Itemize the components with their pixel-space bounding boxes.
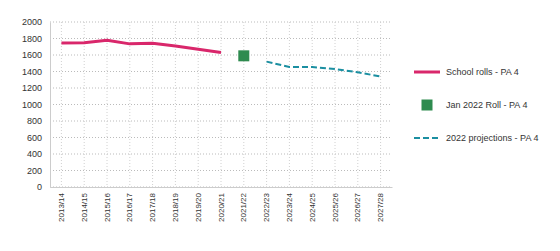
y-tick-label: 600 [27, 133, 42, 143]
grid-line [266, 22, 267, 187]
legend-swatch [414, 137, 440, 139]
y-tick: 200 [27, 166, 50, 176]
x-tick: 2019/20 [194, 187, 203, 222]
grid-line [243, 22, 244, 187]
marks [61, 40, 380, 76]
grid-line [335, 22, 336, 187]
x-tick: 2013/14 [57, 187, 66, 222]
y-tick-label: 800 [27, 116, 42, 126]
y-tick: 1000 [22, 100, 50, 110]
grid-line [50, 137, 392, 138]
y-tick: 1600 [22, 50, 50, 60]
x-tick: 2016/17 [125, 187, 134, 222]
y-tick-label: 400 [27, 149, 42, 159]
legend-item: Jan 2022 Roll - PA 4 [422, 100, 528, 111]
x-tick-label: 2021/22 [239, 192, 248, 221]
y-tick-label: 1800 [22, 34, 42, 44]
y-tick-label: 1400 [22, 67, 42, 77]
grid-line [289, 22, 290, 187]
x-tick-label: 2027/28 [376, 192, 385, 221]
grid-line [50, 71, 392, 72]
x-tick: 2023/24 [285, 187, 294, 222]
y-tick-label: 200 [27, 166, 42, 176]
legend-swatch [422, 100, 433, 111]
x-tick-label: 2019/20 [194, 192, 203, 221]
grid-line [50, 170, 392, 171]
legend-item: School rolls - PA 4 [414, 67, 519, 77]
legend-swatch [414, 71, 440, 74]
x-tick-label: 2015/16 [103, 192, 112, 221]
y-tick-label: 1600 [22, 50, 42, 60]
series-line [61, 40, 221, 52]
grid-line [50, 187, 392, 188]
x-tick-label: 2016/17 [125, 192, 134, 221]
x-tick-label: 2017/18 [148, 192, 157, 221]
x-tick-label: 2022/23 [262, 192, 271, 221]
grid-line [107, 22, 108, 187]
x-tick-label: 2013/14 [57, 192, 66, 221]
grid-line [129, 22, 130, 187]
x-tick: 2025/26 [331, 187, 340, 222]
y-tick: 600 [27, 133, 50, 143]
grid-line [357, 22, 358, 187]
legend-label: 2022 projections - PA 4 [446, 133, 538, 143]
grid-line [312, 22, 313, 187]
x-tick: 2017/18 [148, 187, 157, 222]
x-tick: 2015/16 [103, 187, 112, 222]
x-tick: 2014/15 [80, 187, 89, 222]
x-tick: 2026/27 [353, 187, 362, 222]
x-tick-label: 2024/25 [308, 192, 317, 221]
x-axis: 2013/14 2014/15 2015/16 2016/17 2017/18 2018/… [51, 187, 393, 222]
x-tick-label: 2020/21 [217, 192, 226, 221]
grid-line [50, 38, 392, 39]
x-tick: 2024/25 [308, 187, 317, 222]
series-line [267, 62, 381, 77]
x-axis-line [51, 187, 393, 188]
y-tick: 1400 [22, 67, 50, 77]
series-marker [238, 50, 249, 61]
grid-line [61, 22, 62, 187]
x-tick: 2027/28 [376, 187, 385, 222]
y-tick-label: 1200 [22, 83, 42, 93]
x-tick-label: 2023/24 [285, 192, 294, 221]
legend-item: 2022 projections - PA 4 [414, 133, 538, 143]
grid-line [221, 22, 222, 187]
x-tick: 2018/19 [171, 187, 180, 222]
x-tick: 2021/22 [239, 187, 248, 222]
grid-line [198, 22, 199, 187]
chart: 0 200 400 600 800 1000 1200 1400 1600 1800 2000 201… [0, 0, 560, 251]
x-tick-label: 2025/26 [331, 192, 340, 221]
x-tick: 2020/21 [217, 187, 226, 222]
grid-line [84, 22, 85, 187]
grid [50, 22, 392, 187]
grid-line [380, 22, 381, 187]
y-tick-label: 2000 [22, 17, 42, 27]
y-tick: 1200 [22, 83, 50, 93]
y-tick-label: 0 [37, 182, 42, 192]
legend-label: School rolls - PA 4 [446, 67, 519, 77]
y-axis-line [50, 23, 51, 188]
x-tick: 2022/23 [262, 187, 271, 222]
grid-line [152, 22, 153, 187]
plot: 0 200 400 600 800 1000 1200 1400 1600 1800 2000 201… [22, 17, 393, 222]
y-tick: 400 [27, 149, 50, 159]
grid-line [50, 104, 392, 105]
legend: School rolls - PA 4 Jan 2022 Roll - PA 4 2… [414, 67, 538, 143]
y-axis: 0 200 400 600 800 1000 1200 1400 1600 1800 2000 [22, 17, 51, 192]
legend-label: Jan 2022 Roll - PA 4 [446, 100, 527, 110]
y-tick: 0 [37, 182, 50, 192]
x-tick-label: 2014/15 [80, 192, 89, 221]
y-tick: 2000 [22, 17, 50, 27]
y-tick-label: 1000 [22, 100, 42, 110]
x-tick-label: 2018/19 [171, 192, 180, 221]
x-tick-label: 2026/27 [353, 192, 362, 221]
y-tick: 800 [27, 116, 50, 126]
y-tick: 1800 [22, 34, 50, 44]
